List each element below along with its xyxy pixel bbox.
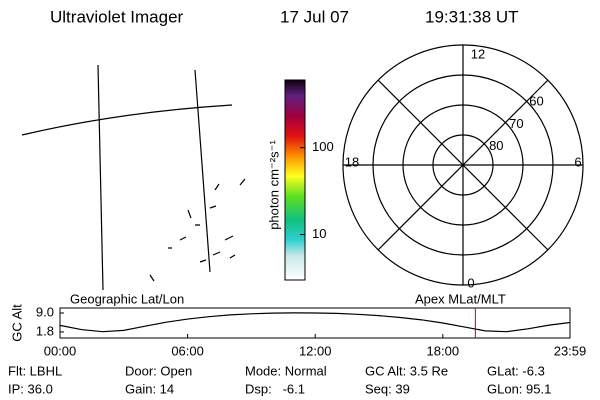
status-field: Seq: 39 <box>365 381 410 396</box>
x-tick-label: 18:00 <box>427 343 460 358</box>
mlt-label: 6 <box>574 154 581 169</box>
lat-label: 80 <box>489 138 503 153</box>
mlt-label: 12 <box>471 46 485 61</box>
y-tick-label: 9.0 <box>36 304 54 319</box>
lat-label: 70 <box>509 116 523 131</box>
colorbar-tick-label: 10 <box>312 226 326 241</box>
y-axis-label: GC Alt <box>9 304 24 342</box>
title: Ultraviolet Imager <box>50 7 184 26</box>
map <box>21 64 246 291</box>
colorbar-label: photon cm⁻²s⁻¹ <box>266 140 281 230</box>
status-field: Door: Open <box>125 363 192 378</box>
colorbar <box>284 79 306 281</box>
map-label: Geographic Lat/Lon <box>70 291 184 306</box>
x-tick-label: 23:59 <box>554 343 587 358</box>
mlt-label: 0 <box>467 275 474 290</box>
status-field: Dsp: -6.1 <box>245 381 305 396</box>
status-field: Flt: LBHL <box>8 363 62 378</box>
date: 17 Jul 07 <box>280 7 349 26</box>
status-field: IP: 36.0 <box>8 381 53 396</box>
colorbar-tick-label: 100 <box>312 139 334 154</box>
status-field: GC Alt: 3.5 Re <box>365 363 448 378</box>
status-field: Gain: 14 <box>125 381 174 396</box>
status-field: GLon: 95.1 <box>487 381 551 396</box>
x-tick-label: 12:00 <box>299 343 332 358</box>
lat-label: 60 <box>529 94 543 109</box>
polar-label: Apex MLat/MLT <box>415 291 506 306</box>
time: 19:31:38 UT <box>425 7 519 26</box>
status-field: GLat: -6.3 <box>487 363 545 378</box>
status-field: Mode: Normal <box>245 363 327 378</box>
altitude-line <box>59 312 571 333</box>
x-tick-label: 00:00 <box>44 343 77 358</box>
x-tick-label: 06:00 <box>171 343 204 358</box>
polar-grid <box>342 44 584 286</box>
mlt-label: 18 <box>345 154 359 169</box>
y-tick-label: 1.8 <box>36 323 54 338</box>
